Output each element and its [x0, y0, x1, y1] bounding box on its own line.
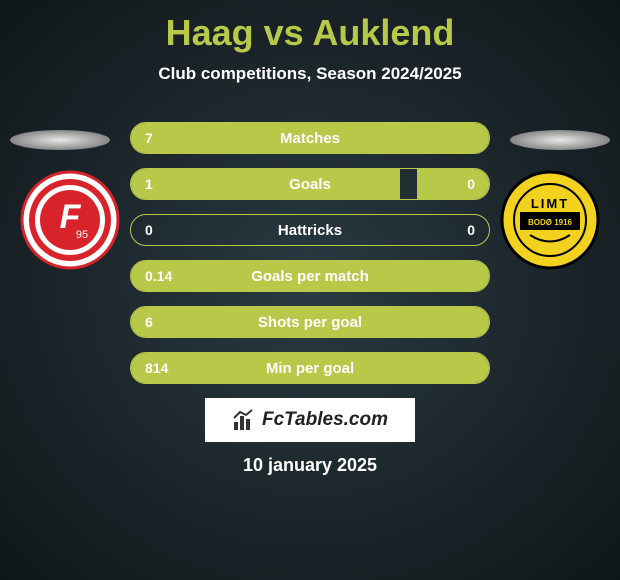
row-label: Shots per goal	[131, 314, 489, 331]
shadow-right	[510, 130, 610, 150]
page-title: Haag vs Auklend	[0, 0, 620, 54]
fortuna-badge-icon: F 95	[20, 170, 120, 270]
stat-row: 7Matches	[130, 122, 490, 154]
team-left-logo: F 95	[20, 170, 120, 270]
chart-bars-icon	[232, 408, 256, 432]
row-label: Goals	[131, 176, 489, 193]
fctables-label: FcTables.com	[262, 409, 388, 431]
stat-row: 0.14Goals per match	[130, 260, 490, 292]
stat-row: 00Hattricks	[130, 214, 490, 246]
shadow-left	[10, 130, 110, 150]
row-label: Goals per match	[131, 268, 489, 285]
svg-text:BODØ 1916: BODØ 1916	[528, 218, 573, 227]
row-label: Hattricks	[131, 222, 489, 239]
svg-text:LIMT: LIMT	[531, 196, 569, 211]
row-label: Matches	[131, 130, 489, 147]
date-label: 10 january 2025	[0, 455, 620, 476]
stat-row: 814Min per goal	[130, 352, 490, 384]
stat-row: 6Shots per goal	[130, 306, 490, 338]
team-right-logo: LIMT BODØ 1916	[500, 170, 600, 270]
subtitle: Club competitions, Season 2024/2025	[0, 64, 620, 84]
stats-chart: 7Matches 10Goals 00Hattricks 0.14Goals per …	[130, 122, 490, 398]
stat-row: 10Goals	[130, 168, 490, 200]
fctables-badge: FcTables.com	[205, 398, 415, 442]
svg-text:95: 95	[76, 229, 88, 241]
row-label: Min per goal	[131, 360, 489, 377]
glimt-badge-icon: LIMT BODØ 1916	[500, 170, 600, 270]
